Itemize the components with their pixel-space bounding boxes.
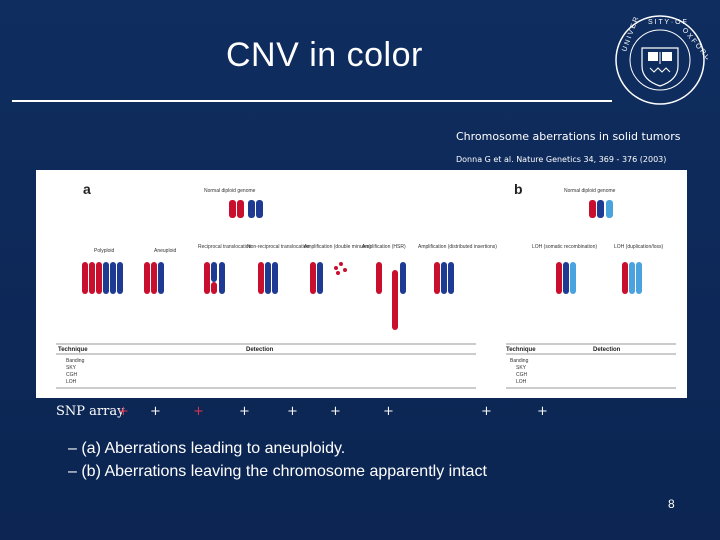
technique-loh-a: LOH bbox=[66, 379, 77, 385]
technique-sky-b: SKY bbox=[516, 365, 527, 371]
col-label-polyploid: Polyploid bbox=[94, 248, 115, 254]
bullet-list: – (a) Aberrations leading to aneuploidy.… bbox=[68, 437, 487, 483]
slide-title: CNV in color bbox=[226, 36, 423, 74]
chromosome-row-a bbox=[82, 262, 642, 330]
citation-title: Chromosome aberrations in solid tumors bbox=[456, 130, 681, 143]
bullet-item: – (b) Aberrations leaving the chromosome… bbox=[68, 463, 487, 480]
col-label-double-minutes: Amplification (double minutes) bbox=[304, 244, 371, 250]
panel-a-label: a bbox=[83, 181, 91, 197]
snp-array-label: SNP array bbox=[56, 404, 125, 419]
normal-chromosomes-b bbox=[589, 200, 613, 218]
technique-cgh-a: CGH bbox=[66, 372, 78, 378]
snp-mark-3: + bbox=[193, 404, 204, 419]
col-label-reciprocal: Reciprocal translocation bbox=[198, 244, 252, 250]
col-label-aneuploid: Aneuploid bbox=[154, 248, 176, 254]
snp-mark-9: + bbox=[537, 404, 548, 419]
title-underline bbox=[12, 100, 612, 102]
chromosome-figure-svg: a b Normal diploid genome Normal diploid… bbox=[56, 181, 676, 389]
technique-banding-b: Banding bbox=[510, 358, 529, 364]
detection-header-b: Detection bbox=[593, 347, 621, 353]
page-number: 8 bbox=[668, 497, 675, 511]
snp-mark-6: + bbox=[330, 404, 341, 419]
col-label-nonreciprocal: Non-reciprocal translocation bbox=[247, 244, 309, 250]
technique-sky-a: SKY bbox=[66, 365, 77, 371]
col-label-hsr: Amplification (HSR) bbox=[362, 244, 406, 250]
snp-mark-2: + bbox=[150, 404, 161, 419]
snp-mark-7: + bbox=[383, 404, 394, 419]
bullet-text-b: (b) Aberrations leaving the chromosome a… bbox=[81, 463, 487, 480]
normal-genome-label-a: Normal diploid genome bbox=[204, 188, 256, 194]
col-label-distributed: Amplification (distributed insertions) bbox=[418, 244, 497, 250]
snp-mark-8: + bbox=[481, 404, 492, 419]
col-label-loh-dup: LOH (duplication/loss) bbox=[614, 244, 664, 250]
normal-chromosomes-a bbox=[229, 200, 263, 218]
bullet-text-a: (a) Aberrations leading to aneuploidy. bbox=[81, 440, 346, 457]
svg-text:S I T Y · O F: S I T Y · O F bbox=[648, 19, 687, 26]
normal-genome-label-b: Normal diploid genome bbox=[564, 188, 616, 194]
snp-mark-4: + bbox=[239, 404, 250, 419]
chromosome-figure: a b Normal diploid genome Normal diploid… bbox=[36, 170, 687, 398]
snp-mark-1: + bbox=[118, 404, 129, 419]
technique-cgh-b: CGH bbox=[516, 372, 528, 378]
technique-loh-b: LOH bbox=[516, 379, 527, 385]
panel-b-label: b bbox=[514, 181, 523, 197]
technique-header-b: Technique bbox=[506, 347, 536, 353]
university-crest-logo: U N I V E R S I T Y · O F O X F O R D bbox=[615, 15, 708, 105]
technique-header-a: Technique bbox=[58, 347, 88, 353]
snp-mark-5: + bbox=[287, 404, 298, 419]
bullet-item: – (a) Aberrations leading to aneuploidy. bbox=[68, 440, 346, 457]
technique-banding-a: Banding bbox=[66, 358, 85, 364]
detection-header-a: Detection bbox=[246, 347, 274, 353]
citation-reference: Donna G et al. Nature Genetics 34, 369 -… bbox=[456, 155, 667, 164]
col-label-loh-somatic: LOH (somatic recombination) bbox=[532, 244, 597, 250]
